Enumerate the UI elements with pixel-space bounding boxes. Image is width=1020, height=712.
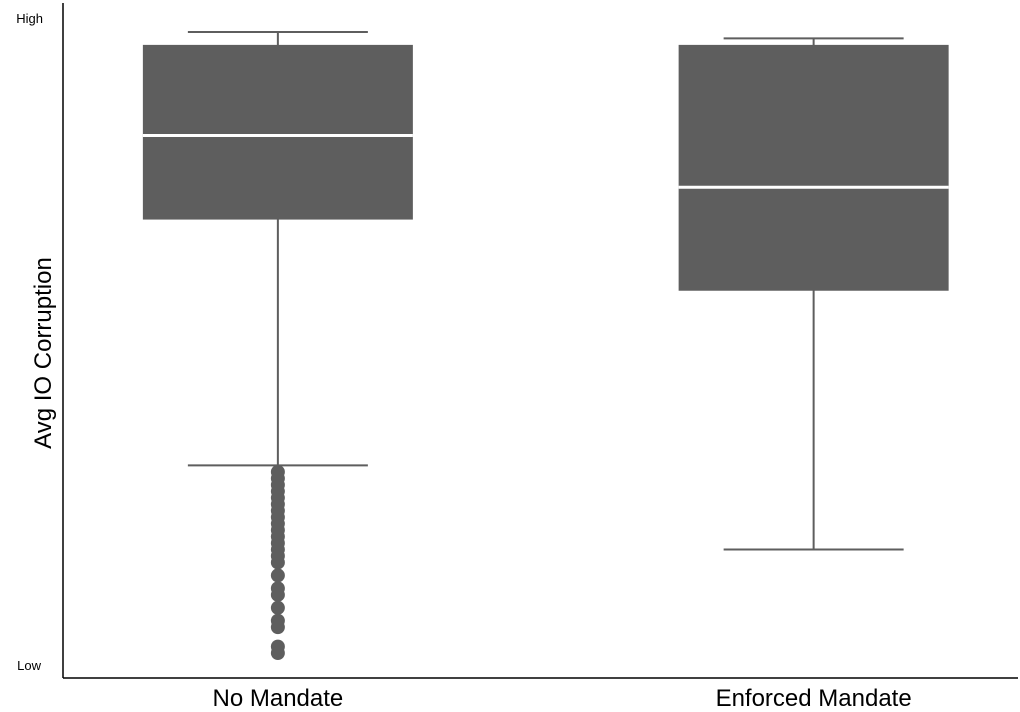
y-tick-label-low: Low <box>17 658 41 673</box>
iqr-box <box>142 44 413 220</box>
outlier-point <box>270 600 285 615</box>
x-tick-label: No Mandate <box>213 685 344 712</box>
box-group-2 <box>678 37 949 551</box>
y-axis-title: Avg IO Corruption <box>30 257 57 449</box>
outlier-point <box>270 620 285 635</box>
outlier-point <box>270 568 285 583</box>
outlier-point <box>270 587 285 602</box>
category-labels: No Mandate Enforced Mandate <box>213 685 912 712</box>
x-tick-label: Enforced Mandate <box>716 685 912 712</box>
y-tick-label-high: High <box>16 11 43 26</box>
outlier-point <box>270 646 285 661</box>
box-group-1 <box>142 30 413 661</box>
outlier-point <box>270 555 285 570</box>
axes <box>62 3 1018 679</box>
boxes-group <box>142 30 949 661</box>
iqr-box <box>678 44 949 291</box>
